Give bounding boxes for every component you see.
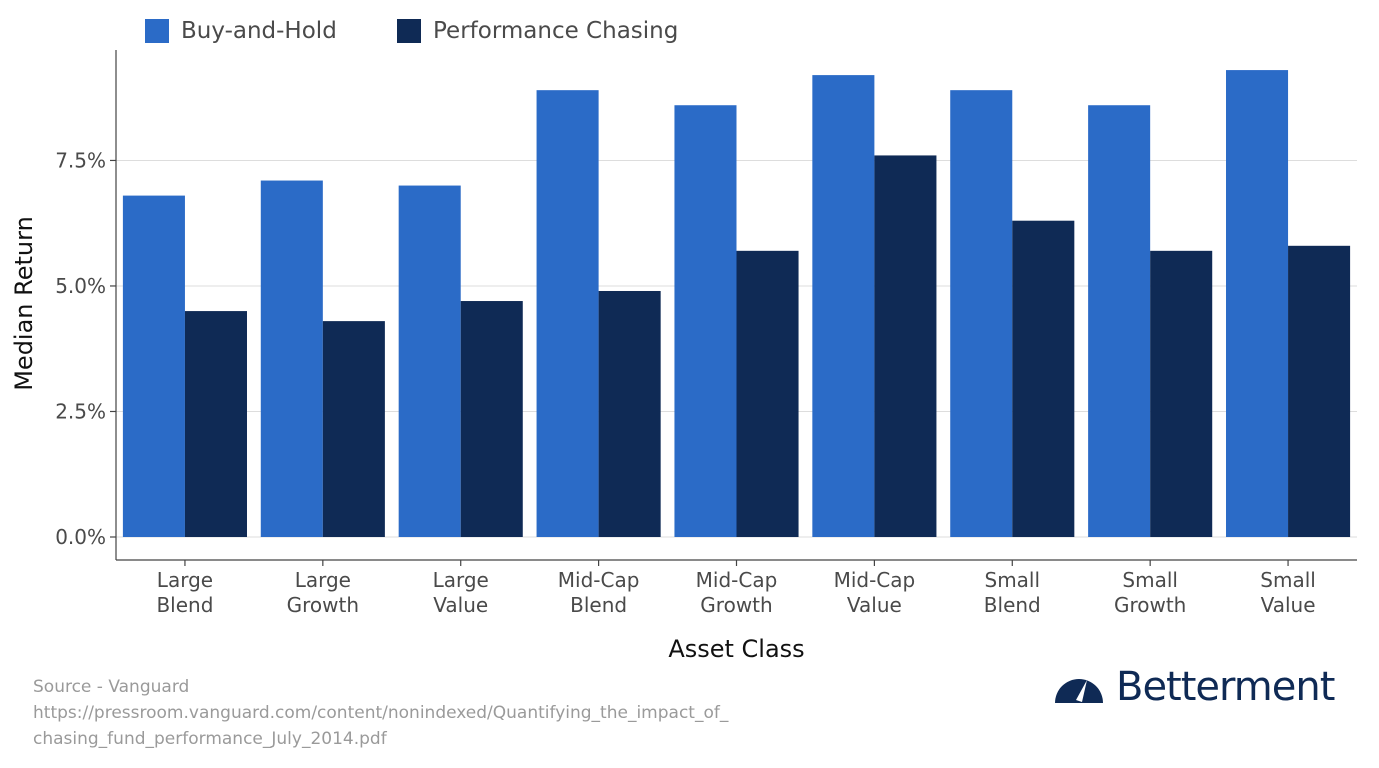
legend-item-performance-chasing: Performance Chasing: [397, 18, 678, 44]
bar-buy-and-hold-mid-cap-growth: [674, 105, 737, 537]
legend-item-buy-and-hold: Buy-and-Hold: [145, 18, 337, 44]
bar-buy-and-hold-mid-cap-blend: [536, 90, 599, 537]
x-tick-label: Mid-Cap Blend: [558, 568, 640, 617]
y-tick-label: 7.5%: [55, 148, 106, 172]
bar-performance-chasing-mid-cap-blend: [598, 290, 661, 537]
source-url-line-1: https://pressroom.vanguard.com/content/n…: [33, 703, 729, 723]
x-tick-label: Mid-Cap Growth: [696, 568, 778, 617]
y-tick-label: 0.0%: [55, 525, 106, 549]
bar-buy-and-hold-small-blend: [950, 90, 1013, 537]
bar-performance-chasing-mid-cap-value: [874, 155, 937, 537]
legend-label-performance-chasing: Performance Chasing: [433, 18, 679, 44]
bar-buy-and-hold-large-value: [398, 185, 461, 537]
bar-performance-chasing-large-value: [460, 301, 523, 537]
bar-buy-and-hold-mid-cap-value: [812, 75, 875, 538]
brand-name: Betterment: [1116, 664, 1335, 710]
source-note: Source - Vanguard https://pressroom.vang…: [33, 674, 728, 752]
x-tick-label: Small Growth: [1114, 568, 1186, 617]
x-tick-label: Mid-Cap Value: [834, 568, 916, 617]
x-tick-label: Large Growth: [287, 568, 359, 617]
bar-performance-chasing-large-growth: [322, 321, 385, 537]
bar-performance-chasing-small-growth: [1150, 250, 1213, 537]
bar-buy-and-hold-large-growth: [260, 180, 323, 538]
y-axis-title: Median Return: [10, 216, 38, 391]
bars: [122, 70, 1351, 538]
brand-logo: Betterment: [1052, 664, 1335, 710]
bar-buy-and-hold-small-value: [1226, 70, 1289, 538]
legend: Buy-and-Hold Performance Chasing: [0, 0, 1379, 70]
bar-performance-chasing-small-value: [1288, 245, 1351, 537]
y-tick-labels: 0.0% 2.5% 5.0% 7.5%: [55, 148, 116, 549]
x-tick-label: Small Blend: [984, 568, 1041, 617]
y-tick-label: 5.0%: [55, 274, 106, 298]
source-url-line-2: chasing_fund_performance_July_2014.pdf: [33, 729, 387, 749]
legend-label-buy-and-hold: Buy-and-Hold: [181, 18, 337, 44]
bar-performance-chasing-large-blend: [184, 311, 247, 537]
y-tick-label: 2.5%: [55, 399, 106, 423]
bar-performance-chasing-mid-cap-growth: [736, 250, 799, 537]
legend-swatch-performance-chasing: [397, 19, 421, 43]
x-tick-label: Small Value: [1260, 568, 1316, 617]
bar-buy-and-hold-small-growth: [1088, 105, 1151, 537]
x-axis-title: Asset Class: [668, 635, 804, 663]
bar-buy-and-hold-large-blend: [122, 195, 185, 537]
x-tick-labels: Large Blend Large Growth Large Value Mid-Cap Bl…: [156, 560, 1316, 617]
x-tick-label: Large Blend: [156, 568, 213, 617]
speedometer-icon: [1055, 679, 1103, 703]
source-line-1: Source - Vanguard: [33, 677, 190, 697]
legend-swatch-buy-and-hold: [145, 19, 169, 43]
bar-performance-chasing-small-blend: [1012, 220, 1075, 537]
x-tick-label: Large Value: [433, 568, 489, 617]
